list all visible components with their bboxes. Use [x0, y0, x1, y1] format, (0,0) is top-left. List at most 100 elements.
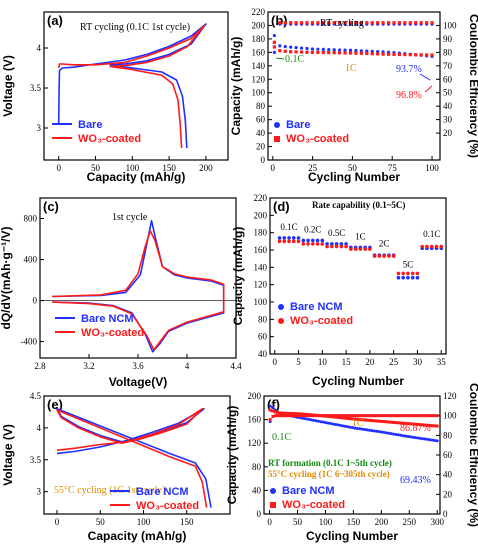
x-tick-label: 50 [348, 163, 358, 173]
efficiency-marker [408, 21, 412, 25]
y-tick-label: 160 [248, 415, 262, 425]
capacity-marker [332, 48, 336, 52]
capacity-marker [310, 47, 315, 51]
rate-point [282, 239, 287, 244]
capacity-marker [423, 437, 427, 441]
capacity-marker [413, 422, 417, 426]
capacity-marker [348, 417, 352, 421]
y-tick-label: 4 [37, 43, 42, 53]
x-axis-title: Capacity (mAh/g) [88, 529, 187, 543]
capacity-marker [350, 426, 354, 430]
x-axis-title: Voltage(V) [109, 375, 167, 389]
efficiency-marker [418, 414, 422, 418]
rate-point [425, 244, 429, 249]
rate-point [344, 244, 348, 249]
efficiency-marker [345, 414, 349, 418]
y-axis-title: Voltage (V) [1, 55, 15, 117]
capacity-marker [394, 432, 398, 436]
capacity-marker [310, 50, 315, 54]
efficiency-marker [424, 414, 428, 418]
rate-point [382, 254, 386, 258]
rate-point [287, 239, 291, 244]
capacity-marker [331, 422, 335, 426]
y-tick-label: 4 [37, 423, 42, 433]
rate-point [291, 236, 296, 240]
capacity-marker [332, 51, 336, 55]
capacity-marker [334, 422, 338, 426]
rate-point [301, 242, 306, 246]
legend-label: WO₃-coated [282, 499, 345, 511]
efficiency-marker [367, 414, 371, 418]
capacity-marker [275, 410, 279, 414]
efficiency-marker [354, 21, 358, 25]
annotation: 55°C cycling (1C 6~305th cycle) [268, 469, 390, 479]
capacity-marker [382, 430, 386, 434]
efficiency-marker [305, 414, 309, 418]
x-tick-label: 250 [403, 517, 417, 527]
rate-point [339, 242, 344, 246]
capacity-marker [433, 424, 437, 428]
rate-point [320, 242, 325, 246]
capacity-marker [376, 52, 380, 56]
capacity-marker [375, 419, 379, 423]
legend-label: Bare [286, 119, 310, 131]
y-tick-label: 3 [37, 123, 42, 133]
annotation-leader [275, 57, 285, 60]
y-tick-label: 220 [252, 7, 266, 17]
x-tick-label: 100 [126, 163, 140, 173]
y2-axis-title: Coulombic Efficiency (%) [467, 383, 478, 527]
y2-tick-label: 60 [443, 450, 453, 460]
efficiency-marker [278, 21, 282, 25]
capacity-marker [392, 420, 396, 424]
efficiency-marker [271, 414, 275, 418]
annotation: 0.5C [328, 228, 345, 238]
rate-point [296, 239, 301, 244]
capacity-marker [343, 424, 347, 428]
rate-point [387, 254, 391, 258]
capacity-marker [327, 47, 331, 52]
capacity-marker [380, 430, 384, 434]
panel-label: (f) [267, 397, 280, 412]
efficiency-marker [415, 414, 419, 418]
x-tick-label: 50 [96, 517, 106, 527]
rate-point [296, 236, 301, 240]
y2-tick-label: 20 [443, 128, 453, 138]
capacity-marker [418, 423, 422, 427]
x-tick-label: 150 [180, 517, 194, 527]
y-tick-label: 120 [254, 280, 268, 290]
capacity-marker [426, 423, 430, 427]
x-tick-label: 25 [389, 357, 399, 367]
efficiency-marker [384, 414, 388, 418]
capacity-marker [294, 50, 298, 54]
capacity-marker [372, 419, 376, 423]
annotation: 93.7% [396, 64, 422, 75]
capacity-marker [365, 418, 369, 422]
efficiency-marker [311, 414, 315, 418]
capacity-marker [411, 422, 415, 426]
capacity-marker [389, 420, 393, 424]
annotation: 2C [379, 239, 390, 249]
x-tick-label: 50 [293, 517, 303, 527]
efficiency-marker [397, 21, 402, 25]
capacity-marker [338, 51, 342, 55]
x-tick-label: 75 [388, 163, 398, 173]
capacity-marker [304, 417, 308, 421]
x-tick-label: 2.8 [34, 361, 46, 371]
capacity-marker [300, 416, 304, 420]
capacity-marker [338, 423, 342, 427]
y2-axis-title: Coulombic Efficiency (%) [467, 14, 478, 158]
efficiency-marker [392, 21, 396, 25]
rate-point [377, 254, 382, 258]
x-tick-label: 25 [308, 163, 318, 173]
y2-tick-label: 60 [443, 74, 453, 84]
y-tick-label: 200 [254, 210, 268, 220]
capacity-marker [305, 50, 309, 54]
efficiency-marker [390, 414, 394, 418]
efficiency-marker [333, 414, 337, 418]
y2-tick-label: 70 [443, 61, 453, 71]
y-tick-label: 800 [24, 214, 38, 224]
efficiency-marker [313, 414, 317, 418]
series-line [52, 230, 225, 351]
capacity-marker [283, 49, 287, 53]
legend-label: Bare NCM [290, 301, 343, 313]
